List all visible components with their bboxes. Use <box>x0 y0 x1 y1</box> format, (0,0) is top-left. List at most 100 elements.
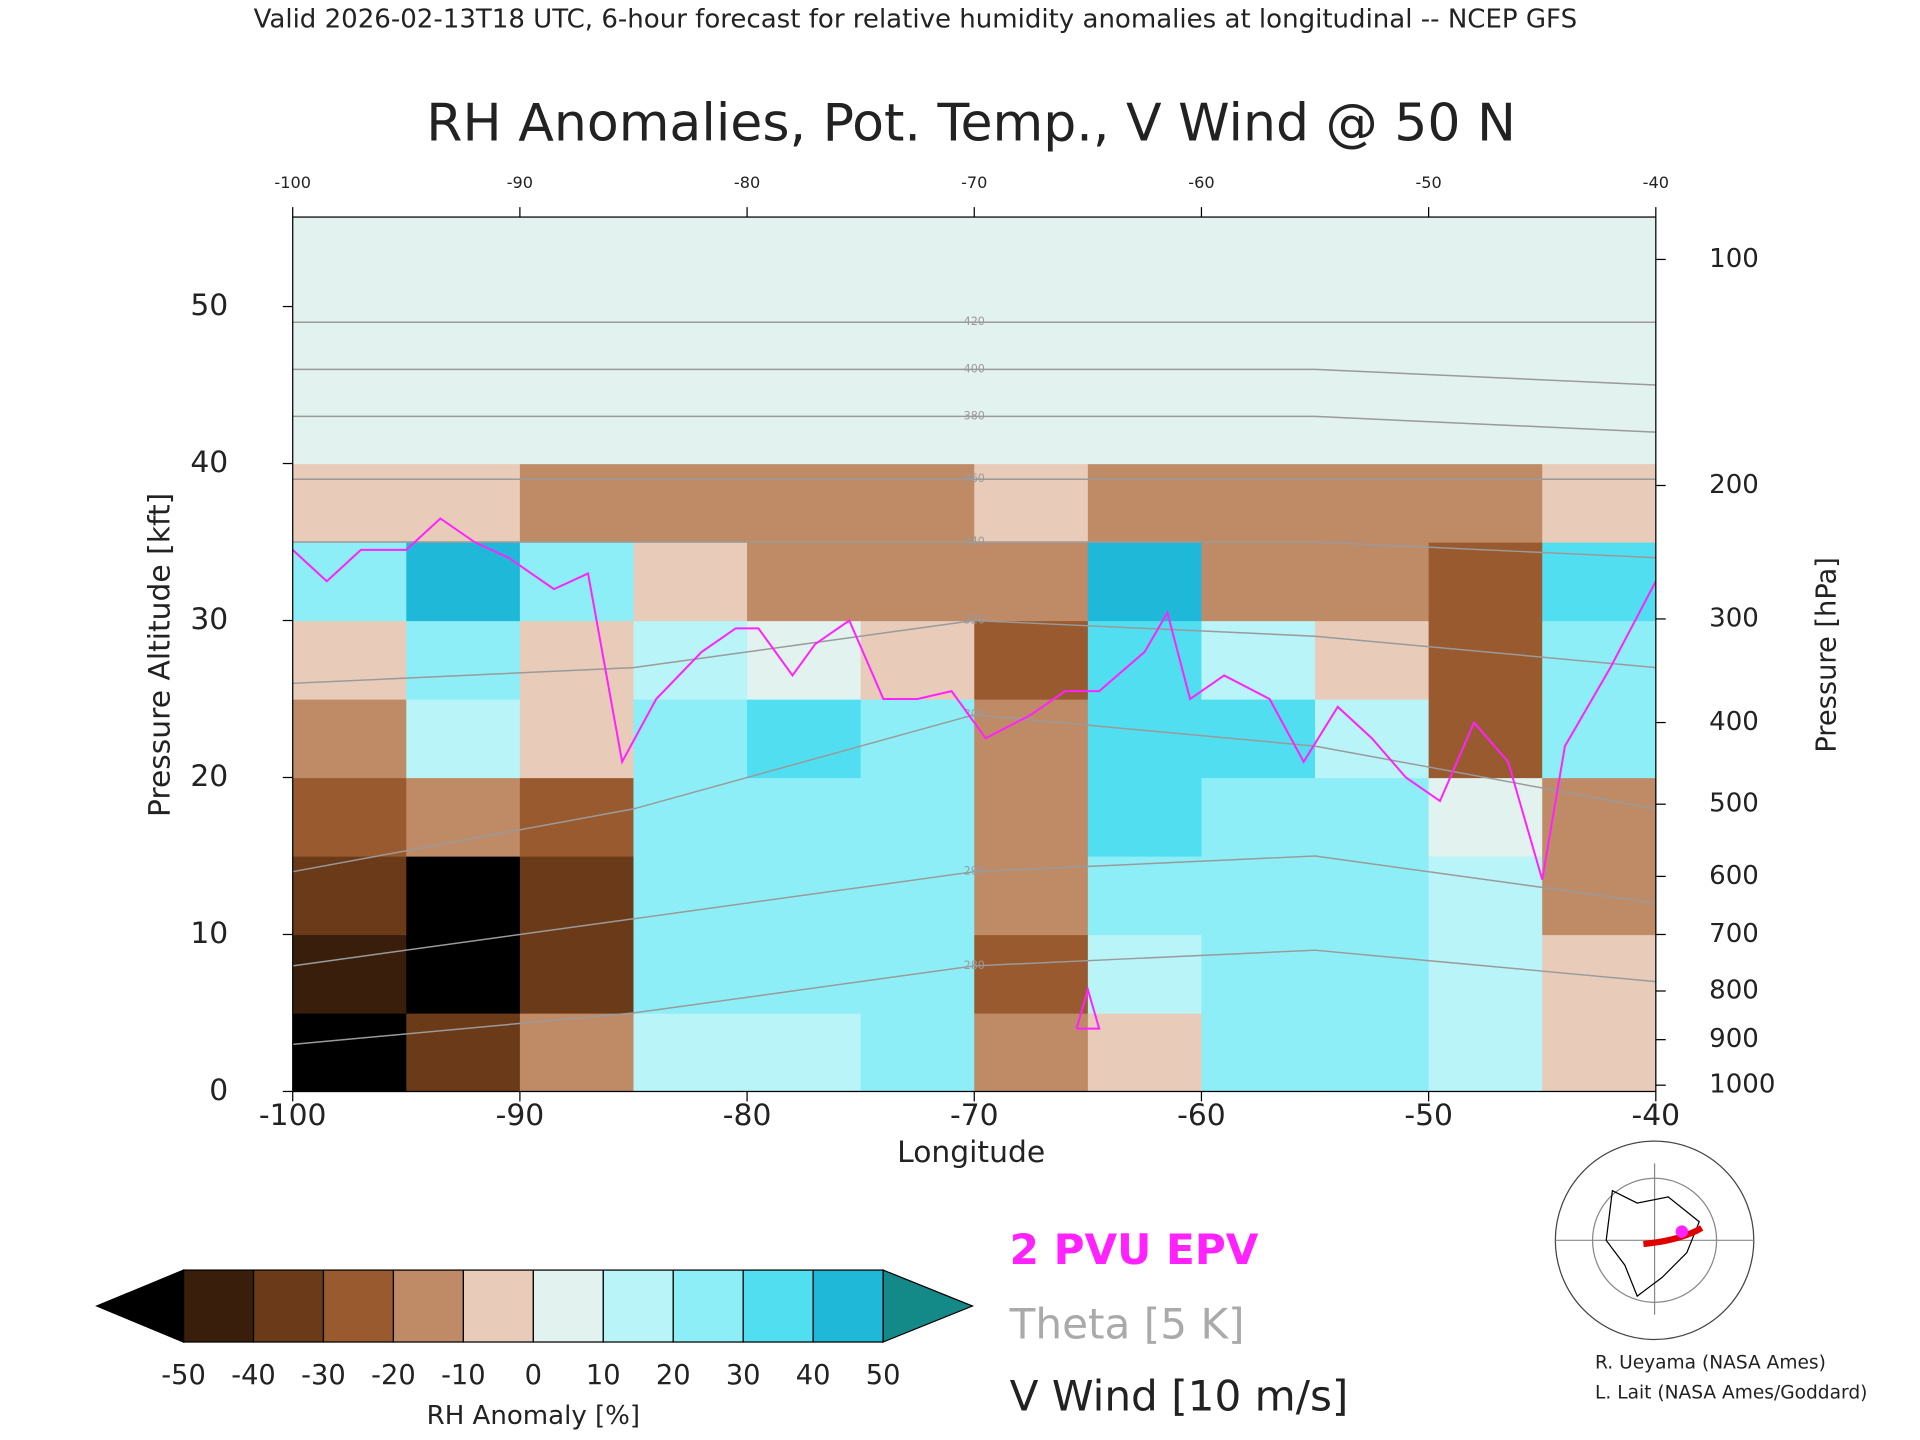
heat-cell <box>519 542 635 622</box>
colorbar-swatch <box>252 1269 325 1343</box>
colorbar-tick-label: 0 <box>525 1360 542 1391</box>
heat-cell <box>292 699 407 779</box>
heat-cell <box>1087 217 1203 308</box>
heat-cell <box>292 306 407 386</box>
theta-contour <box>292 713 1656 873</box>
heat-cell <box>292 855 407 936</box>
y2-tick-label: 600 <box>1709 861 1759 891</box>
colorbar-tick-label: 40 <box>796 1360 831 1391</box>
heat-cell <box>1315 934 1430 1014</box>
heat-cell <box>860 306 975 386</box>
x2-tick-label: -50 <box>1415 173 1441 192</box>
theta-contour <box>292 619 1656 685</box>
heat-cell <box>406 1012 521 1093</box>
colorbar-swatch <box>742 1269 814 1343</box>
heat-cell <box>406 385 521 465</box>
heat-cell <box>1087 855 1203 936</box>
heat-cell <box>519 620 635 700</box>
heat-cell <box>747 699 862 779</box>
colorbar-tick-label: -50 <box>161 1360 206 1391</box>
x2-tick-label: -90 <box>507 173 533 192</box>
heat-cell <box>1428 620 1543 700</box>
colorbar-tick-label: 30 <box>726 1360 761 1391</box>
heat-cell <box>1428 855 1543 936</box>
heat-cell <box>747 463 862 543</box>
heat-cell <box>974 463 1089 543</box>
heat-cell <box>519 306 635 386</box>
heat-cell <box>292 777 407 857</box>
x-tick-label: -80 <box>723 1098 772 1133</box>
x-tick-label: -60 <box>1177 1098 1226 1133</box>
y2-tick-label: 700 <box>1709 919 1759 949</box>
x2-tick-label: -80 <box>734 173 760 192</box>
heat-cell <box>860 463 975 543</box>
y-tick-label: 10 <box>190 916 228 951</box>
heat-cell <box>406 217 521 308</box>
heat-cell <box>1201 934 1316 1014</box>
heat-cell <box>406 306 521 386</box>
heat-cell <box>633 1012 748 1093</box>
theta-label: 320 <box>964 614 985 627</box>
heat-cell <box>1315 217 1430 308</box>
heat-cell <box>974 934 1089 1014</box>
theta-label: 380 <box>964 409 985 422</box>
heat-cell <box>1087 699 1203 779</box>
y-tick-label: 20 <box>190 759 228 794</box>
heat-cell <box>292 620 407 700</box>
heat-cell <box>1087 1012 1203 1093</box>
heat-cell <box>860 777 975 857</box>
heat-cell <box>1428 542 1543 622</box>
theta-label: 340 <box>964 535 985 548</box>
theta-label: 420 <box>964 315 985 328</box>
x-axis-label: Longitude <box>897 1135 1045 1170</box>
heat-cell <box>633 934 748 1014</box>
heat-cell <box>1087 777 1203 857</box>
heat-cell <box>1201 217 1316 308</box>
y2-axis-label: Pressure [hPa] <box>1812 557 1843 753</box>
colorbar-swatch <box>672 1269 744 1343</box>
heat-cell <box>633 217 748 308</box>
heat-cell <box>860 217 975 308</box>
x-tick-label: -100 <box>259 1098 327 1133</box>
heat-cell <box>747 934 862 1014</box>
heat-cell <box>406 777 521 857</box>
heat-cell <box>1201 699 1316 779</box>
colorbar-tick-label: -10 <box>441 1360 486 1391</box>
colorbar-label: RH Anomaly [%] <box>427 1401 640 1431</box>
heat-cell <box>1201 1012 1316 1093</box>
header: Valid 2026-02-13T18 UTC, 6-hour forecast… <box>254 4 1578 34</box>
colorbar-tick-label: -30 <box>301 1360 346 1391</box>
heat-cell <box>633 777 748 857</box>
heat-cell <box>1201 385 1316 465</box>
heat-cell <box>519 934 635 1014</box>
heat-cell <box>974 306 1089 386</box>
colorbar-tick-label: -40 <box>231 1360 276 1391</box>
heat-cell <box>519 217 635 308</box>
heat-cell <box>1315 855 1430 936</box>
heat-cell <box>1542 463 1657 543</box>
heat-cell <box>1428 1012 1543 1093</box>
heat-cell <box>292 385 407 465</box>
heat-cell <box>1542 306 1657 386</box>
y-tick-label: 50 <box>190 288 228 323</box>
y-tick-label: 40 <box>190 445 228 480</box>
heat-cell <box>974 1012 1089 1093</box>
heat-cell <box>406 463 521 543</box>
theta-contour <box>292 368 1656 386</box>
legend-pv: 2 PVU EPV <box>1010 1225 1259 1274</box>
heat-cell <box>1201 463 1316 543</box>
colorbar-swatch <box>182 1269 255 1343</box>
colorbar-swatch <box>812 1269 884 1343</box>
heat-cell <box>633 306 748 386</box>
heat-cell <box>1315 1012 1430 1093</box>
y2-tick-label: 900 <box>1709 1024 1759 1054</box>
y-tick-label: 30 <box>190 602 228 637</box>
legend-theta: Theta [5 K] <box>1009 1300 1245 1349</box>
heat-cell <box>1315 620 1430 700</box>
colorbar-swatch <box>322 1269 395 1343</box>
y2-tick-label: 800 <box>1709 976 1759 1006</box>
heat-cell <box>747 777 862 857</box>
heat-cell <box>1542 934 1657 1014</box>
x2-tick-label: -70 <box>961 173 987 192</box>
heat-cell <box>1542 217 1657 308</box>
